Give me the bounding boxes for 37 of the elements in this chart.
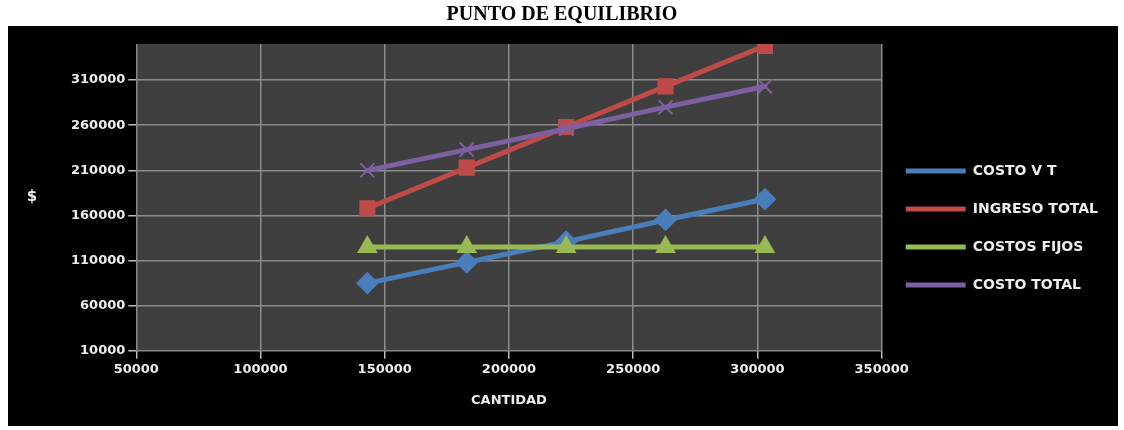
point — [657, 78, 674, 95]
point — [455, 251, 478, 274]
point — [657, 99, 674, 116]
x-axis-title: CANTIDAD — [471, 391, 548, 407]
x-tick-label: 150000 — [357, 360, 412, 376]
point — [356, 272, 379, 295]
legend-label: COSTOS FIJOS — [972, 237, 1084, 254]
chart-title: PUNTO DE EQUILIBRIO — [445, 1, 679, 26]
x-tick-label: 250000 — [606, 360, 661, 376]
point — [458, 141, 475, 158]
legend-label: COSTO V T — [972, 161, 1057, 178]
point — [756, 78, 773, 95]
y-tick-label: 260000 — [70, 116, 126, 132]
legend-label: INGRESO TOTAL — [972, 199, 1099, 216]
point — [755, 236, 775, 254]
point — [357, 236, 378, 254]
y-tick-label: 160000 — [70, 206, 126, 222]
x-tick-label: 350000 — [854, 360, 909, 376]
point — [359, 200, 376, 217]
x-tick-label: 100000 — [233, 360, 288, 376]
point — [359, 162, 376, 179]
y-tick-label: 60000 — [80, 297, 126, 313]
legend-label: COSTO TOTAL — [972, 275, 1082, 292]
point — [458, 159, 475, 176]
x-tick-label: 300000 — [730, 360, 785, 376]
point — [753, 188, 776, 211]
point — [556, 236, 576, 254]
x-tick-label: 200000 — [481, 360, 537, 376]
x-tick-label: 50000 — [113, 360, 159, 376]
y-tick-label: 310000 — [70, 71, 126, 87]
y-axis-title: $ — [26, 187, 38, 206]
y-tick-label: 210000 — [70, 161, 126, 177]
point — [655, 236, 676, 254]
y-tick-label: 10000 — [80, 342, 126, 358]
y-tick-label: 110000 — [70, 251, 126, 267]
point — [654, 208, 677, 231]
point — [457, 236, 477, 254]
